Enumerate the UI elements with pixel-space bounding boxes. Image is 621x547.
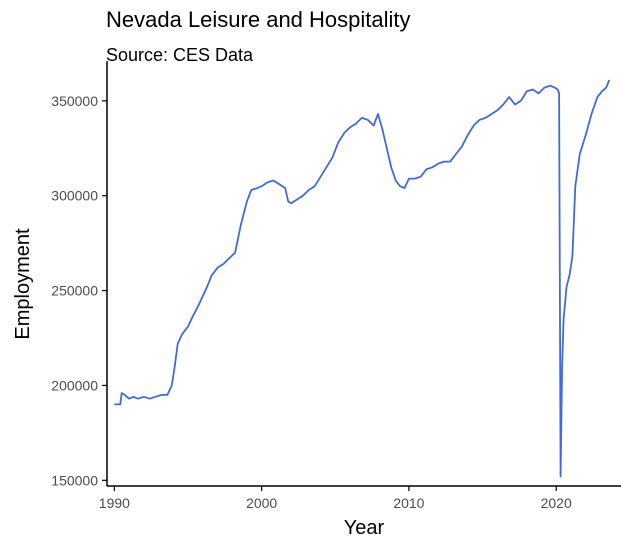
x-tick-label: 2010: [393, 495, 424, 511]
y-tick-label: 200000: [51, 377, 98, 393]
x-tick-label: 2000: [246, 495, 277, 511]
chart-subtitle: Source: CES Data: [106, 45, 254, 65]
x-axis-label: Year: [344, 517, 385, 539]
y-axis-ticks: 150000 200000 250000 300000 350000: [51, 93, 107, 488]
series-line-0: [114, 79, 611, 478]
plot-area: [114, 79, 611, 478]
chart-title: Nevada Leisure and Hospitality: [106, 7, 411, 32]
y-tick-label: 350000: [51, 93, 98, 109]
y-tick-label: 250000: [51, 283, 98, 299]
y-tick-label: 150000: [51, 472, 98, 488]
x-axis-ticks: 1990 2000 2010 2020: [99, 486, 572, 511]
y-tick-label: 300000: [51, 188, 98, 204]
y-axis-label: Employment: [12, 228, 34, 340]
x-tick-label: 1990: [99, 495, 130, 511]
x-tick-label: 2020: [541, 495, 572, 511]
